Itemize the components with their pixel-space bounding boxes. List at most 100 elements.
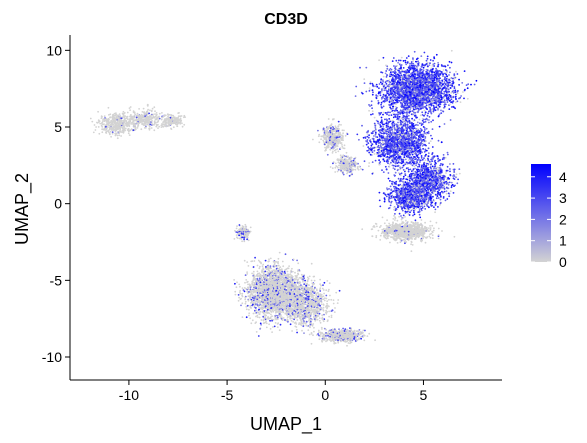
cell-point xyxy=(136,122,139,125)
cell-point xyxy=(126,111,129,114)
cell-point xyxy=(150,109,153,112)
cell-point xyxy=(400,162,403,165)
cell-point xyxy=(424,120,427,123)
cell-point xyxy=(393,124,396,127)
cell-point xyxy=(392,71,394,73)
cell-point xyxy=(135,116,138,119)
cell-point xyxy=(382,56,385,59)
cell-point xyxy=(174,118,177,121)
cell-point xyxy=(143,111,146,113)
cell-point xyxy=(447,88,450,91)
cell-point xyxy=(466,87,469,90)
cell-point xyxy=(173,120,175,123)
cell-point xyxy=(427,130,430,133)
cell-point xyxy=(371,161,374,164)
cell-point xyxy=(140,128,143,131)
cell-point xyxy=(419,122,421,125)
cell-point xyxy=(418,213,421,216)
cell-point xyxy=(147,120,150,122)
cell-point xyxy=(437,63,440,66)
cell-point xyxy=(404,59,407,62)
cell-point xyxy=(138,108,141,110)
cell-point xyxy=(126,125,129,128)
cell-point xyxy=(183,123,186,126)
cell-point xyxy=(389,73,391,76)
cell-point xyxy=(123,115,125,117)
cell-point xyxy=(101,123,104,126)
cell-point xyxy=(391,194,394,197)
cell-point xyxy=(148,118,151,120)
cell-point xyxy=(438,113,441,116)
cell-point xyxy=(415,155,418,157)
cell-point xyxy=(399,121,402,124)
cell-point xyxy=(435,67,437,70)
cell-point xyxy=(101,116,103,118)
cell-point xyxy=(134,128,137,131)
cell-point xyxy=(398,63,401,66)
cell-point xyxy=(411,164,414,167)
cell-point xyxy=(428,74,431,76)
cell-point xyxy=(378,59,380,62)
cell-point xyxy=(458,84,460,86)
cell-point xyxy=(147,116,149,119)
cell-point xyxy=(419,152,421,155)
cell-point xyxy=(396,203,398,206)
cell-point xyxy=(382,158,385,161)
cell-point xyxy=(368,151,371,154)
cell-point xyxy=(160,118,163,121)
cell-point xyxy=(184,116,187,118)
cell-point xyxy=(365,143,368,146)
cell-point xyxy=(475,79,478,82)
cell-point xyxy=(445,172,447,174)
cell-point xyxy=(447,187,450,190)
cell-point xyxy=(149,123,152,126)
cell-point xyxy=(154,113,156,115)
cell-point xyxy=(443,188,446,190)
cell-point xyxy=(391,89,394,91)
cell-point xyxy=(165,123,167,126)
cell-point xyxy=(443,183,446,186)
cell-point xyxy=(401,110,403,112)
cell-point xyxy=(356,133,359,136)
cell-point xyxy=(449,71,451,74)
cell-point xyxy=(384,153,387,155)
cell-point xyxy=(403,156,406,159)
cell-point xyxy=(449,163,451,165)
cell-point xyxy=(150,127,153,129)
cell-point xyxy=(133,119,135,122)
cell-point xyxy=(393,214,395,217)
cell-point xyxy=(118,131,121,134)
cell-point xyxy=(107,106,110,109)
cell-point xyxy=(450,92,453,94)
cell-point xyxy=(455,173,458,176)
cell-point xyxy=(416,116,418,119)
cell-point xyxy=(95,126,97,128)
cell-point xyxy=(120,117,123,120)
cell-point xyxy=(366,139,369,141)
cell-point xyxy=(411,110,414,112)
cell-point xyxy=(428,160,431,163)
cell-point xyxy=(427,147,430,150)
cell-point xyxy=(126,115,129,118)
cell-point xyxy=(109,116,112,118)
cell-point xyxy=(439,204,441,206)
cell-point xyxy=(157,116,159,119)
cell-point xyxy=(418,208,421,211)
cell-point xyxy=(111,131,114,134)
cell-point xyxy=(145,125,147,128)
cell-point xyxy=(431,165,434,168)
cell-point xyxy=(419,159,422,162)
cell-point xyxy=(413,50,416,53)
cell-point xyxy=(426,61,429,64)
cell-point xyxy=(387,172,390,174)
cell-point xyxy=(110,135,112,138)
cell-point xyxy=(399,59,402,62)
cell-point xyxy=(454,76,457,79)
cell-point xyxy=(420,168,422,171)
cell-point xyxy=(140,118,143,121)
cell-point xyxy=(151,120,153,122)
cell-point xyxy=(445,71,448,74)
cell-point xyxy=(439,198,442,201)
cell-point xyxy=(441,184,444,187)
cell-point xyxy=(118,113,121,115)
